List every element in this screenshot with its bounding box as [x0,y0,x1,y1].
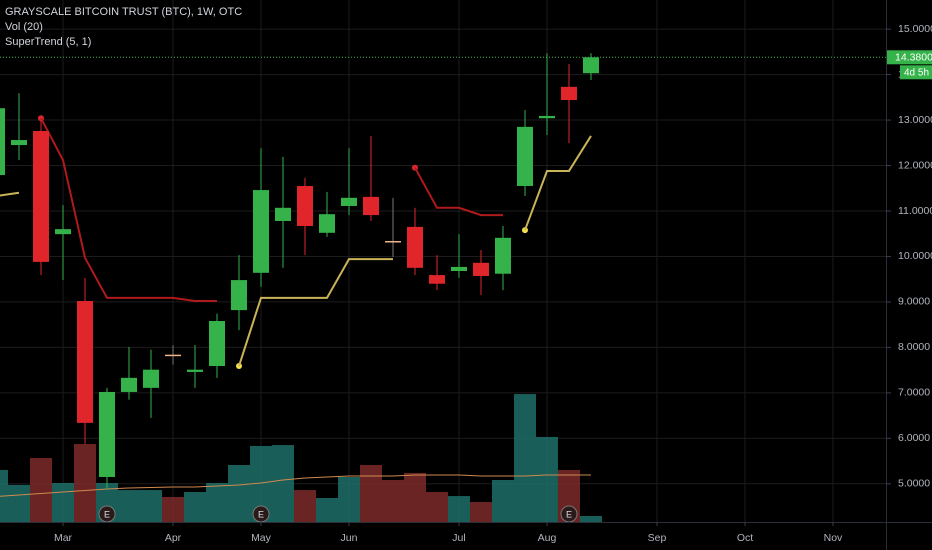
candle-body [516,126,533,186]
candle-body [318,214,335,233]
indicator-label: Vol (20) [5,21,43,33]
volume-bar [74,444,97,522]
x-tick-label: Apr [165,532,182,544]
volume-bar [491,480,514,522]
volume-bar [52,483,75,522]
candle-body [494,237,511,274]
candle-body [55,229,72,235]
last-price-label: 14.3800 [895,52,932,64]
candle-body [99,391,116,477]
price-pane [0,53,886,490]
volume-bar [579,516,602,522]
volume-bar [30,457,53,522]
candle-body [143,369,160,388]
y-tick-label: 9.0000 [898,296,930,308]
candle-body [33,130,50,262]
candle-body [538,115,555,119]
volume-bar [162,496,185,522]
y-tick-label: 12.0000 [898,159,932,171]
volume-ma-line [0,474,591,497]
event-label: E [258,509,264,519]
x-tick-label: Sep [648,532,667,544]
volume-bar [315,498,338,522]
candle-body [472,262,489,277]
x-tick-label: Oct [737,532,753,544]
volume-bar [381,480,404,522]
candle-body [11,140,28,146]
volume-bar [513,394,536,522]
supertrend-line [0,135,592,367]
axes: 5.0000 6.0000 7.0000 8.0000 9.0000 10.0000 11.… [54,23,932,544]
volume-bar [206,483,229,522]
volume-bar [293,490,316,522]
candle-body [209,321,226,367]
volume-bar [118,490,141,522]
candle-body [296,185,313,226]
candle-body [362,196,379,216]
candle-body [231,280,248,311]
candle-body [428,275,445,284]
y-tick-label: 7.0000 [898,387,930,399]
indicator-label: SuperTrend (5, 1) [5,36,91,48]
last-price-box [887,50,932,65]
x-tick-label: Mar [54,532,73,544]
volume-bar [140,490,163,522]
candle-body [450,266,467,272]
candle-body [406,226,423,268]
volume-bar [425,492,448,522]
volume-bar [184,492,207,522]
volume-bar [271,445,294,522]
x-tick-label: Aug [538,532,557,544]
y-tick-label: 5.0000 [898,478,930,490]
volume-bar [447,496,470,522]
candle-body [274,207,291,221]
event-label: E [104,509,110,519]
y-tick-label: 11.0000 [898,205,932,217]
candle-body [582,57,599,74]
candle-body [252,190,269,273]
candle-body [0,108,6,176]
supertrend-line [40,117,503,303]
volume-bar [337,477,360,522]
candle-body [560,86,577,101]
x-tick-label: Jun [341,532,358,544]
volume-bar [228,465,251,522]
volume-bar [469,502,492,522]
volume-bar [359,465,382,522]
candle-body [77,301,94,423]
y-tick-label: 8.0000 [898,341,930,353]
y-tick-label: 13.0000 [898,114,932,126]
event-label: E [566,509,572,519]
candle-body [165,354,182,357]
candle-body [121,377,138,392]
candle-body [384,240,401,243]
y-tick-label: 15.0000 [898,23,932,35]
countdown-box [900,65,932,80]
countdown-label: 4d 5h [904,67,929,78]
candle-body [340,197,357,206]
volume-bar [403,472,426,522]
x-tick-label: May [251,532,272,544]
chart-title: GRAYSCALE BITCOIN TRUST (BTC), 1W, OTC [5,6,242,18]
x-tick-label: Nov [824,532,843,544]
y-tick-label: 6.0000 [898,432,930,444]
volume-bar [535,436,558,522]
x-tick-label: Jul [452,532,465,544]
y-tick-label: 10.0000 [898,250,932,262]
volume-bar [8,484,31,522]
candle-body [187,369,204,372]
volume-bar [249,445,272,522]
